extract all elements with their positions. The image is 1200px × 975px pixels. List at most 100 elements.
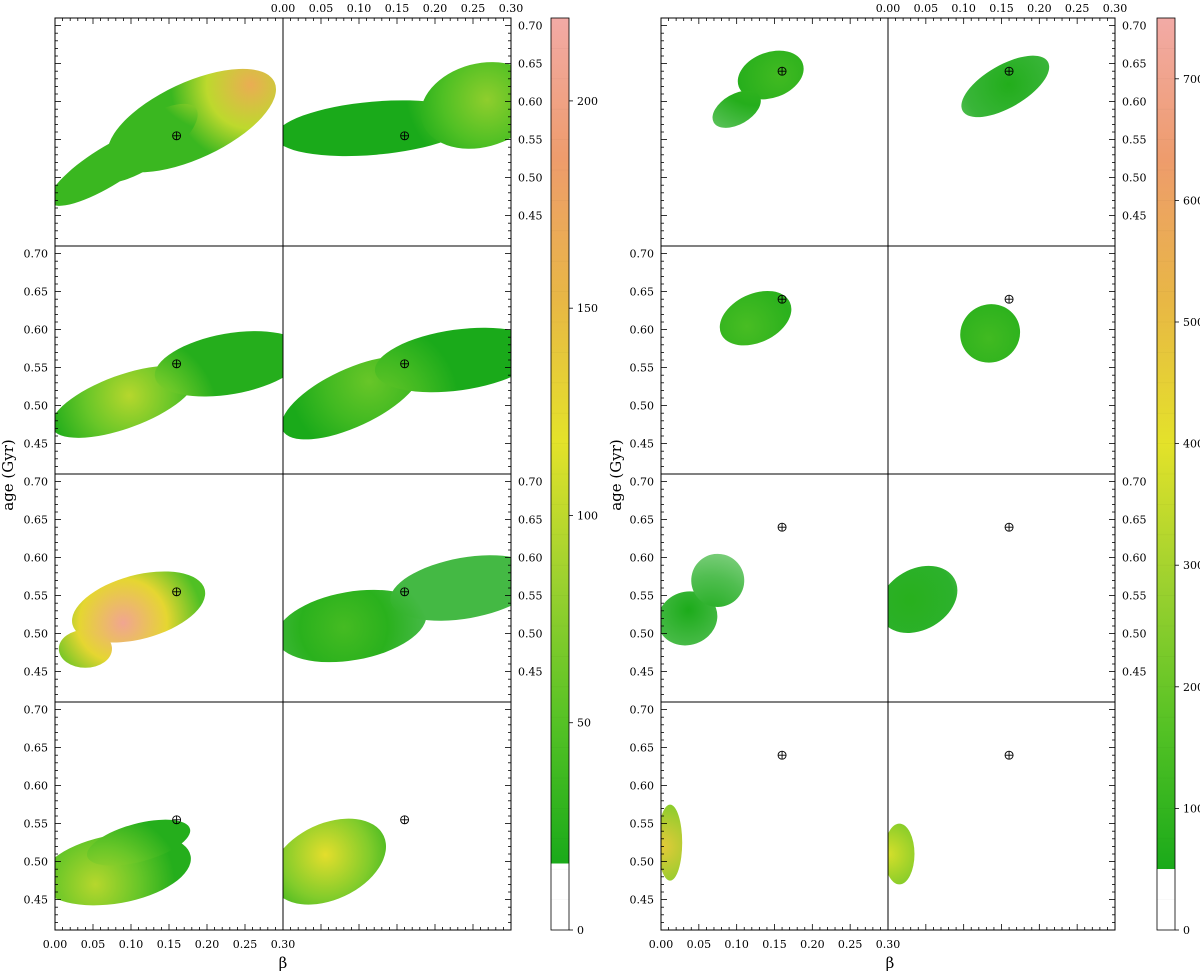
y-tick-label: 0.45: [24, 894, 49, 907]
y-tick-label: 0.45: [518, 666, 543, 679]
y-tick-label: 0.70: [1122, 20, 1147, 33]
x-tick-label: 0.10: [347, 2, 372, 15]
y-tick-label: 0.50: [630, 400, 655, 413]
y-tick-label: 0.45: [630, 666, 655, 679]
density-panel: [283, 555, 511, 663]
x-tick-label: 0.25: [461, 2, 486, 15]
y-tick-label: 0.50: [518, 172, 543, 185]
density-panel: [58, 571, 206, 668]
colorbar-tick-label: 0: [577, 924, 584, 937]
y-tick-label: 0.70: [24, 704, 49, 717]
x-tick-label: 0.20: [195, 938, 220, 951]
reference-marker: [172, 359, 182, 369]
reference-marker: [777, 294, 787, 304]
reference-marker: [400, 587, 410, 597]
reference-marker: [777, 522, 787, 532]
density-panel: [961, 55, 1050, 118]
x-tick-label: 0.00: [271, 2, 296, 15]
x-tick-label: 0.00: [649, 938, 674, 951]
y-tick-label: 0.50: [630, 628, 655, 641]
colorbar-tick-label: 50: [577, 717, 591, 730]
density-contour: [888, 565, 958, 633]
y-tick-label: 0.60: [630, 324, 655, 337]
reference-marker: [400, 131, 410, 141]
y-tick-label: 0.70: [24, 476, 49, 489]
y-tick-label: 0.55: [24, 590, 49, 603]
right-ylabel: age (Gyr): [607, 439, 625, 511]
x-tick-label: 0.15: [385, 2, 410, 15]
y-tick-label: 0.65: [518, 514, 543, 527]
density-contour: [691, 553, 745, 607]
y-tick-label: 0.65: [24, 286, 49, 299]
density-contour: [374, 327, 511, 393]
density-panel: [888, 823, 915, 885]
density-contour: [283, 818, 386, 905]
colorbar-tick-label: 400: [1183, 438, 1200, 451]
reference-marker: [1004, 66, 1014, 76]
x-tick-label: 0.15: [157, 938, 182, 951]
y-tick-label: 0.60: [518, 96, 543, 109]
y-tick-label: 0.55: [1122, 590, 1147, 603]
y-tick-label: 0.55: [630, 590, 655, 603]
y-tick-label: 0.55: [24, 362, 49, 375]
y-tick-label: 0.45: [1122, 210, 1147, 223]
y-tick-label: 0.65: [630, 742, 655, 755]
x-tick-label: 0.05: [914, 2, 939, 15]
reference-marker: [1004, 294, 1014, 304]
y-tick-label: 0.45: [1122, 666, 1147, 679]
x-tick-label: 0.30: [1103, 2, 1128, 15]
colorbar-tick-label: 200: [577, 95, 598, 108]
y-tick-label: 0.50: [1122, 628, 1147, 641]
y-tick-label: 0.45: [630, 438, 655, 451]
reference-marker: [1004, 522, 1014, 532]
reference-marker: [172, 815, 182, 825]
density-panel: [719, 290, 792, 346]
colorbar: [550, 17, 570, 931]
colorbar-tick-label: 600: [1183, 194, 1200, 207]
x-tick-label: 0.00: [43, 938, 68, 951]
y-tick-label: 0.70: [24, 248, 49, 261]
density-panel: [888, 565, 958, 633]
reference-marker: [172, 131, 182, 141]
y-tick-label: 0.55: [518, 590, 543, 603]
y-tick-label: 0.70: [518, 476, 543, 489]
y-tick-label: 0.65: [518, 58, 543, 71]
left-xlabel: β: [279, 954, 288, 972]
colorbar-tick-label: 700: [1183, 73, 1200, 86]
y-tick-label: 0.55: [630, 818, 655, 831]
y-tick-label: 0.55: [24, 818, 49, 831]
density-contour: [661, 591, 718, 646]
colorbar-tick-label: 200: [1183, 681, 1200, 694]
density-panel: [55, 331, 283, 438]
reference-marker: [1004, 750, 1014, 760]
y-tick-label: 0.45: [630, 894, 655, 907]
left-panel-group: 0.00 0.05 0.10 0.15 0.20 0.25 0.30 0.00 0.05 0.10…: [24, 2, 599, 951]
y-tick-label: 0.70: [630, 704, 655, 717]
density-contour: [94, 103, 198, 183]
x-tick-label: 0.05: [309, 2, 334, 15]
y-tick-label: 0.55: [518, 134, 543, 147]
y-tick-label: 0.45: [24, 438, 49, 451]
x-tick-label: 0.10: [119, 938, 144, 951]
x-tick-label: 0.15: [762, 938, 787, 951]
right-xlabel: β: [886, 954, 895, 972]
y-tick-label: 0.65: [24, 514, 49, 527]
reference-marker: [400, 359, 410, 369]
y-tick-label: 0.50: [630, 856, 655, 869]
y-tick-label: 0.65: [24, 742, 49, 755]
y-tick-label: 0.65: [630, 514, 655, 527]
density-contour: [719, 290, 792, 346]
x-tick-label: 0.10: [951, 2, 976, 15]
y-tick-label: 0.50: [24, 856, 49, 869]
density-panel: [55, 819, 191, 906]
x-tick-label: 0.30: [876, 938, 901, 951]
density-contour: [86, 819, 191, 866]
y-tick-label: 0.60: [24, 780, 49, 793]
x-tick-label: 0.25: [838, 938, 863, 951]
density-contour: [888, 823, 915, 885]
x-tick-label: 0.30: [499, 2, 524, 15]
y-tick-label: 0.50: [1122, 172, 1147, 185]
y-tick-label: 0.50: [24, 628, 49, 641]
y-tick-label: 0.60: [1122, 552, 1147, 565]
